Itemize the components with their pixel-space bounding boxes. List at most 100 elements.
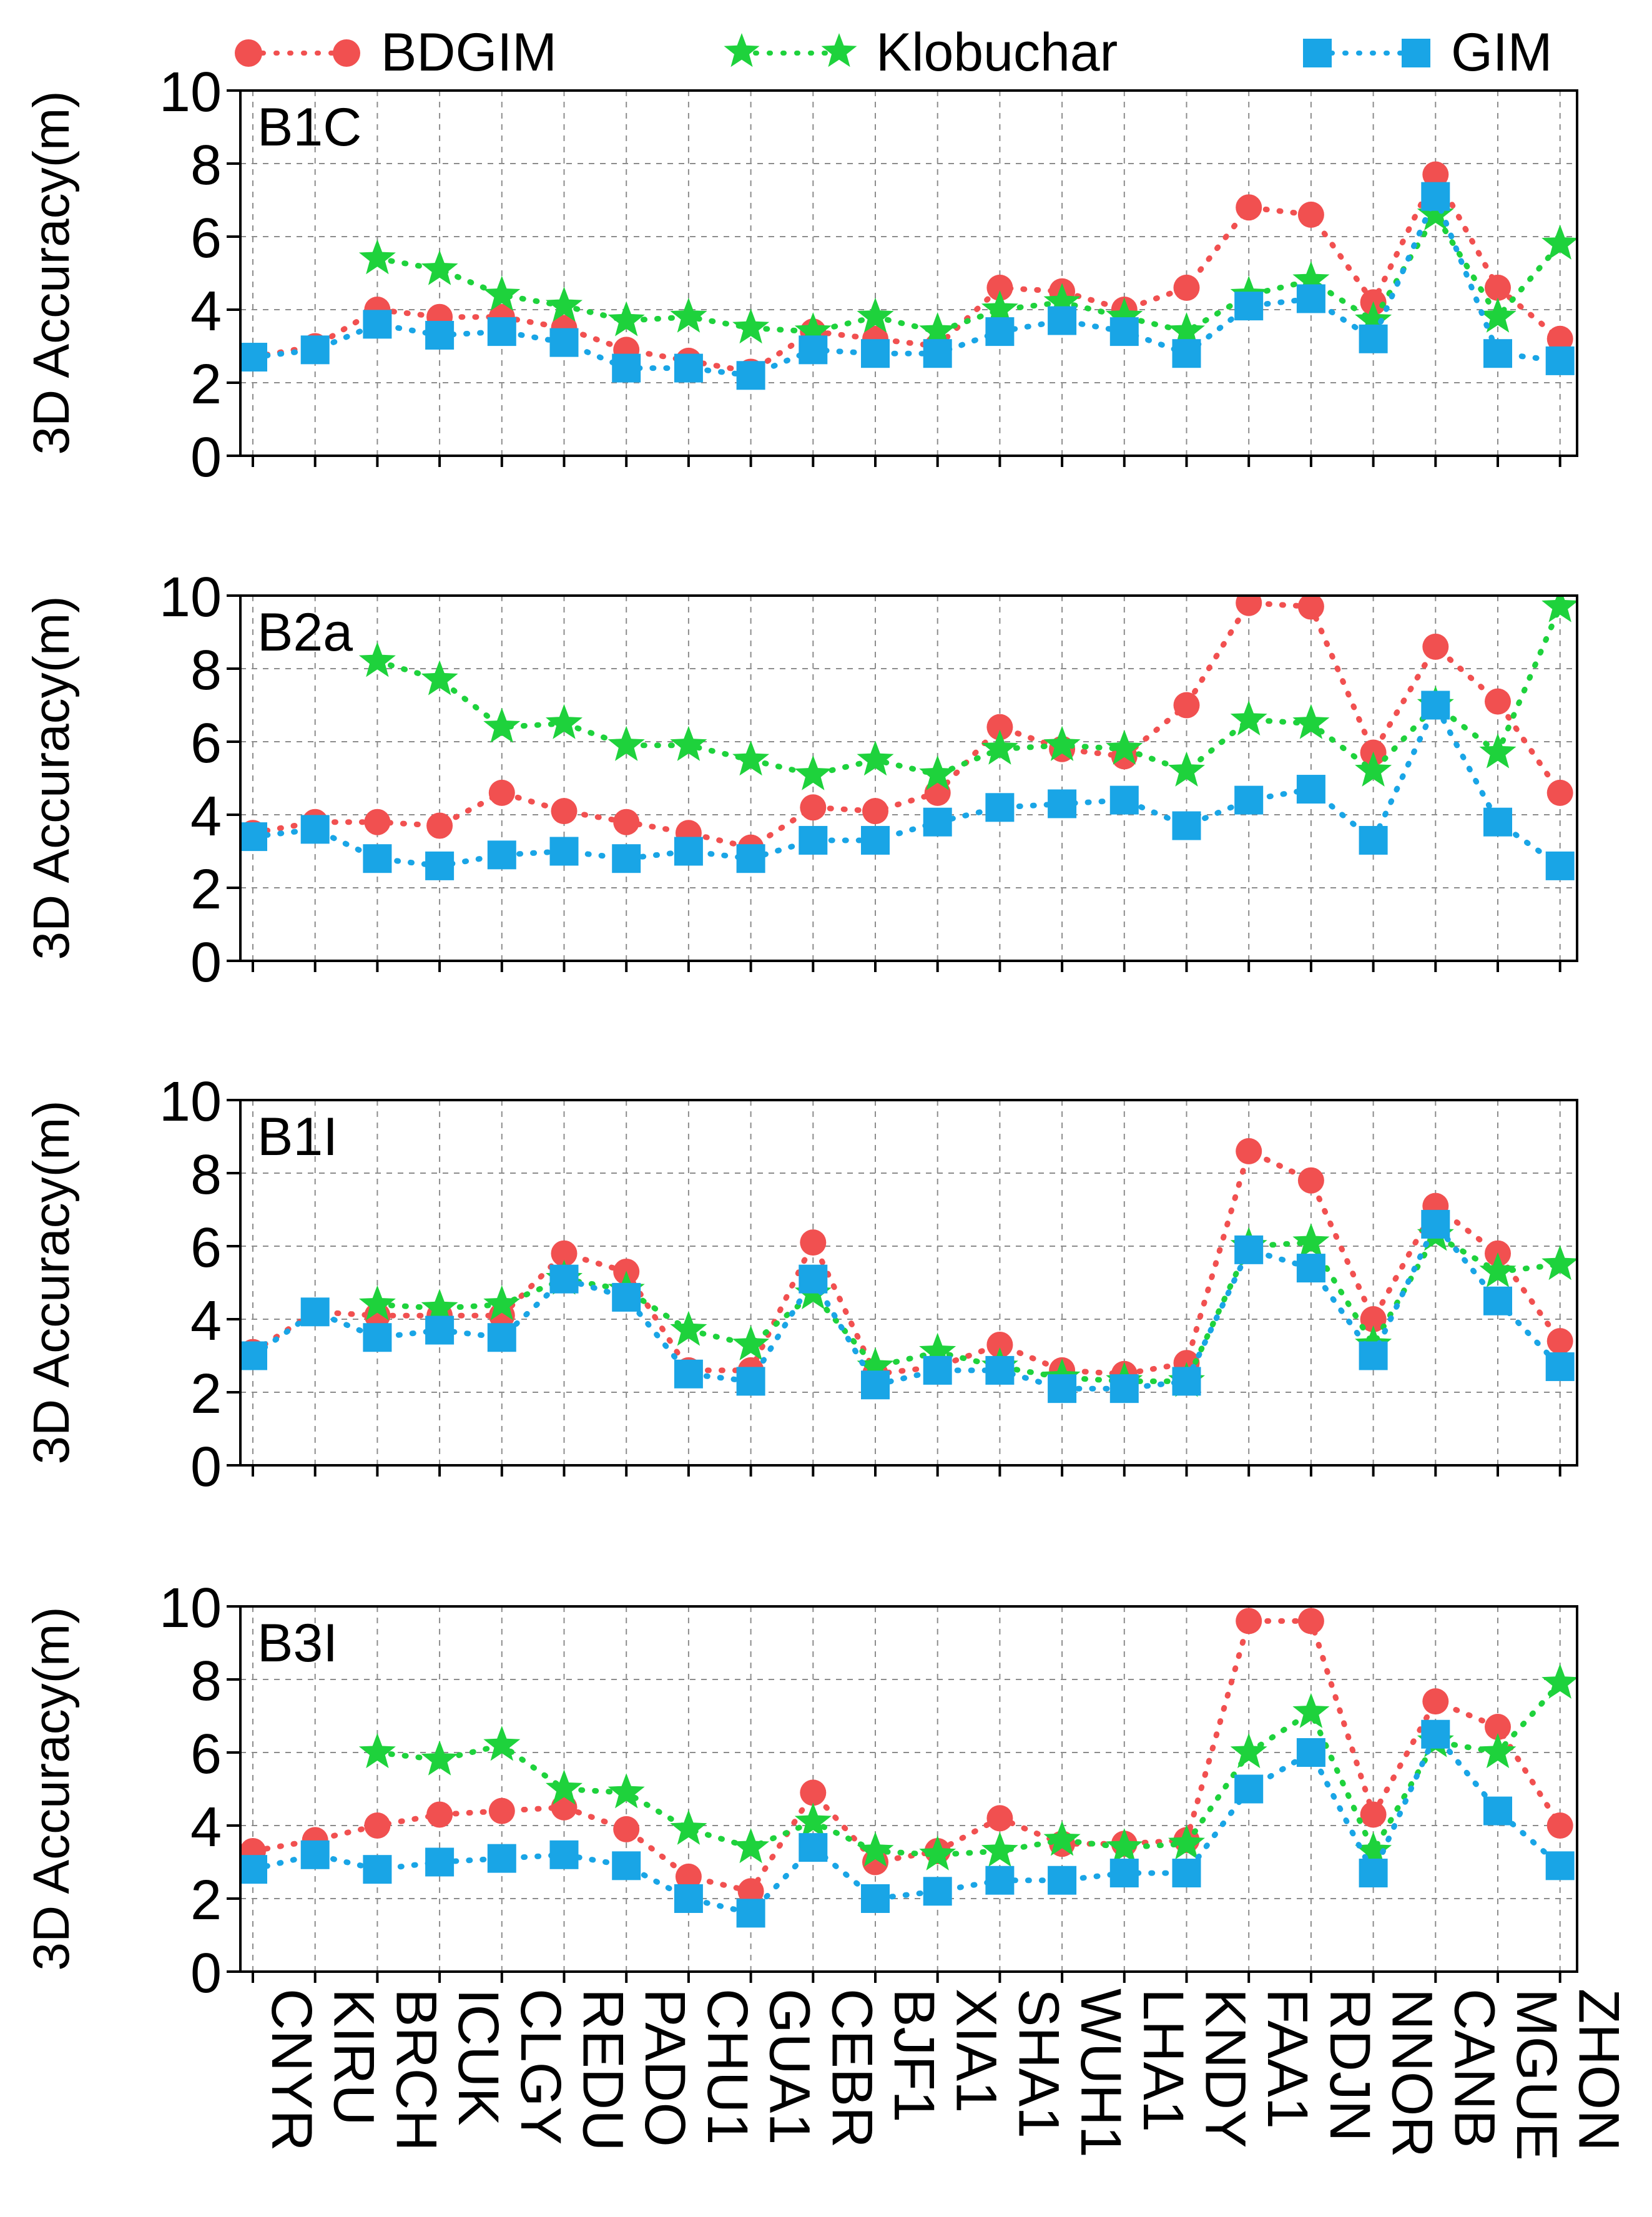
series-line-bdgim [250, 1618, 1563, 1895]
series-layer [240, 596, 1577, 880]
point-klobuchar [1355, 1831, 1392, 1867]
point-bdgim [986, 274, 1013, 301]
point-klobuchar [1106, 729, 1143, 765]
point-klobuchar [421, 250, 458, 285]
point-klobuchar [1292, 1223, 1330, 1259]
series-layer [240, 161, 1577, 390]
panel-label: B1I [257, 1107, 338, 1167]
x-category-label: CEBR [820, 1988, 883, 2148]
y-tick-label: 4 [190, 1290, 222, 1352]
y-tick-label: 0 [190, 932, 222, 994]
point-bdgim [1422, 161, 1449, 188]
x-category-label: FAA1 [1256, 1988, 1319, 2129]
point-gim [1421, 182, 1450, 211]
x-category-labels: CNYRKIRUBRCHICUKCLGYREDUPADOCHU1GUA1CEBR… [260, 1988, 1631, 2161]
point-klobuchar [981, 290, 1018, 326]
point-klobuchar [857, 740, 894, 776]
point-klobuchar [483, 707, 521, 743]
point-gim [612, 844, 641, 873]
point-klobuchar [546, 287, 583, 322]
point-klobuchar [1541, 596, 1577, 622]
point-gim [549, 837, 579, 866]
point-gim [674, 837, 703, 866]
point-bdgim [986, 1331, 1013, 1358]
point-klobuchar [607, 1773, 645, 1809]
grid-lines [240, 91, 1577, 456]
point-bdgim [1236, 1138, 1262, 1164]
point-klobuchar [1230, 1733, 1267, 1769]
point-gim [1172, 1367, 1201, 1396]
point-bdgim [1485, 688, 1511, 715]
point-bdgim [364, 1812, 391, 1839]
point-bdgim [426, 1801, 453, 1828]
y-tick-label: 4 [190, 280, 222, 343]
point-klobuchar [1355, 301, 1392, 337]
panel-b2a: 3D Accuracy(m) 0 2 4 6 8 10 B2a [23, 566, 1578, 994]
point-gim [1234, 292, 1264, 321]
series-line-klobuchar [374, 209, 1563, 335]
legend-square-marker-right [1402, 39, 1430, 67]
point-bdgim [1236, 194, 1262, 221]
point-klobuchar [1479, 1252, 1517, 1287]
series-line-klobuchar [374, 604, 1563, 778]
point-klobuchar [358, 642, 396, 677]
point-bdgim [1422, 633, 1449, 660]
point-gim [923, 807, 952, 837]
x-category-label: NNOR [1380, 1988, 1444, 2158]
y-tick-label: 6 [190, 712, 222, 775]
point-gim [985, 1866, 1015, 1895]
point-gim [1359, 825, 1388, 855]
y-tick-label: 10 [159, 1071, 222, 1133]
grid-lines [240, 1606, 1577, 1972]
point-klobuchar [670, 725, 707, 761]
point-gim [736, 844, 765, 873]
point-klobuchar [919, 755, 956, 790]
point-gim [487, 317, 516, 347]
point-gim [1109, 785, 1139, 815]
legend-circle-marker-right [333, 39, 360, 67]
point-bdgim [1173, 692, 1200, 719]
point-klobuchar [421, 1740, 458, 1776]
point-gim [923, 339, 952, 368]
point-klobuchar [794, 312, 832, 348]
point-klobuchar [358, 239, 396, 275]
y-axis: 0 2 4 6 8 10 [159, 566, 240, 994]
point-gim [240, 1341, 267, 1370]
point-bdgim [1546, 1328, 1573, 1355]
point-gim [1109, 1374, 1139, 1403]
x-category-label: KNDY [1194, 1988, 1257, 2148]
point-klobuchar [1417, 195, 1454, 230]
point-gim [1359, 324, 1388, 353]
point-gim [799, 825, 828, 855]
point-gim [674, 1884, 703, 1913]
y-tick-label: 8 [190, 134, 222, 197]
point-gim [985, 317, 1015, 347]
panel-b3i: 3D Accuracy(m) 0 2 4 6 8 10 B3I CNYRKIRUBRCHI… [23, 1577, 1631, 2161]
point-klobuchar [1043, 725, 1081, 761]
point-klobuchar [794, 755, 832, 790]
point-gim [1234, 1774, 1264, 1804]
x-axis [252, 1972, 1561, 1983]
point-klobuchar [919, 312, 956, 348]
series-line-bdgim [250, 600, 1563, 851]
y-axis: 0 2 4 6 8 10 [159, 1071, 240, 1498]
point-bdgim [613, 809, 640, 835]
point-gim [1359, 1859, 1388, 1888]
point-klobuchar [1541, 224, 1577, 260]
x-category-label: CLGY [509, 1988, 573, 2145]
point-bdgim [1236, 596, 1262, 616]
point-klobuchar [1479, 733, 1517, 769]
point-bdgim [488, 779, 515, 806]
x-category-label: MGUE [1505, 1988, 1568, 2161]
point-bdgim [613, 1816, 640, 1842]
point-klobuchar [1292, 261, 1330, 297]
point-gim [425, 1315, 455, 1345]
point-klobuchar [1355, 751, 1392, 787]
y-tick-label: 2 [190, 1869, 222, 1932]
point-gim [1421, 691, 1450, 720]
point-gim [1296, 775, 1325, 804]
legend: BDGIM Klobuchar GIM [235, 22, 1552, 82]
point-gim [923, 1355, 952, 1385]
point-klobuchar [1479, 1733, 1517, 1769]
